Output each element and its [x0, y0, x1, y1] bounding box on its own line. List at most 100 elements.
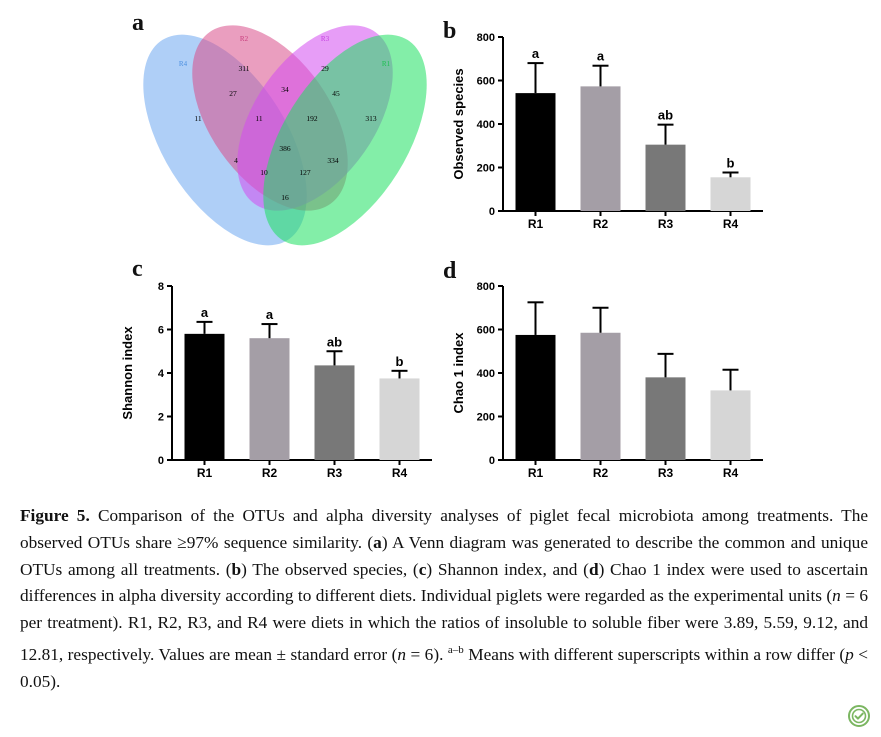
caption-text: ) Chao 1 index were used to ascertain di… [20, 559, 868, 606]
significance-label: a [201, 305, 209, 320]
y-tick-label: 600 [477, 76, 495, 88]
venn-count: 311 [239, 64, 250, 73]
bar-r1 [184, 333, 225, 460]
venn-count: 45 [332, 89, 340, 98]
venn-count: 11 [255, 114, 262, 123]
venn-set-labels: R4 R2 R3 R1 [179, 35, 391, 68]
venn-ellipse-r4 [143, 34, 307, 246]
bar-r1 [515, 93, 556, 211]
significance-label: a [266, 307, 274, 322]
venn-label-r3: R3 [321, 35, 330, 43]
y-tick-label: 400 [477, 368, 495, 380]
significance-label: ab [658, 108, 673, 123]
y-axis-title: Shannon index [120, 326, 135, 420]
venn-count: 192 [306, 114, 318, 123]
x-tick-label: R4 [723, 466, 739, 480]
caption-text: ) A Venn diagram was generated to descri… [20, 532, 868, 579]
x-tick-label: R2 [262, 466, 278, 480]
x-tick-label: R3 [327, 466, 343, 480]
venn-count: 334 [327, 156, 339, 165]
y-tick-label: 8 [158, 281, 164, 293]
significance-label: a [597, 49, 605, 64]
caption-label: Figure 5. [20, 506, 90, 525]
y-axis-title: Chao 1 index [451, 332, 466, 414]
y-tick-label: 800 [477, 32, 495, 44]
check-updates-icon[interactable] [848, 705, 870, 727]
x-tick-label: R1 [197, 466, 213, 480]
caption-panel-ref: b [231, 559, 242, 579]
x-tick-label: R4 [723, 217, 739, 231]
y-tick-label: 0 [489, 206, 495, 218]
caption-panel-ref: c [418, 559, 427, 579]
venn-count: 4 [234, 156, 238, 165]
panel-letter-b: b [443, 18, 457, 44]
caption-text: < 0.05). [20, 644, 868, 691]
venn-count: 313 [365, 114, 377, 123]
y-tick-label: 400 [477, 119, 495, 131]
bar-r4 [379, 378, 420, 460]
bar-r3 [645, 144, 686, 211]
venn-counts: 11 311 29 313 27 34 45 11 192 386 4 334 … [194, 64, 376, 202]
venn-count: 386 [279, 144, 291, 153]
venn-label-r4: R4 [179, 60, 188, 68]
caption-panel-ref: a [373, 532, 382, 552]
y-tick-label: 200 [477, 163, 495, 175]
x-tick-label: R3 [658, 217, 674, 231]
significance-label: a [532, 46, 540, 61]
venn-count: 10 [260, 168, 268, 177]
x-tick-label: R2 [593, 217, 609, 231]
caption-text: Comparison of the OTUs and alpha diversi… [20, 506, 869, 552]
x-tick-label: R3 [658, 466, 674, 480]
caption-text: = 6 per treatment). R1, R2, R3, and R4 w… [20, 586, 868, 664]
bar-r2 [580, 332, 621, 460]
significance-label: b [396, 354, 404, 369]
venn-count: 11 [194, 114, 201, 123]
venn-ellipse-r1 [263, 34, 427, 246]
bar-r3 [314, 365, 355, 460]
x-tick-label: R2 [593, 466, 609, 480]
caption-text: = 6). [405, 644, 448, 664]
caption-italic: n [832, 586, 841, 606]
caption-text: ) Shannon index, and ( [426, 559, 589, 579]
venn-ellipse-r3 [237, 25, 393, 211]
venn-count: 16 [281, 193, 289, 202]
panel-letter-c: c [132, 256, 143, 282]
caption-italic: p [845, 644, 854, 664]
y-tick-label: 2 [158, 412, 164, 424]
y-tick-label: 6 [158, 325, 164, 337]
significance-label: b [727, 156, 735, 171]
caption-text: Means with different superscripts within… [463, 644, 846, 664]
panel-letter-a: a [132, 10, 144, 36]
caption-panel-ref: d [588, 559, 599, 579]
venn-count: 127 [299, 168, 311, 177]
bar-r3 [645, 377, 686, 460]
x-tick-label: R4 [392, 466, 408, 480]
significance-label: ab [327, 334, 342, 349]
caption-superscript: a–b [447, 643, 464, 656]
bar-r4 [710, 390, 751, 460]
y-tick-label: 4 [158, 368, 165, 380]
y-tick-label: 600 [477, 325, 495, 337]
x-tick-label: R1 [528, 217, 544, 231]
venn-count: 27 [229, 89, 237, 98]
caption-italic: n [397, 644, 406, 664]
caption-text: ) The observed species, ( [241, 559, 419, 579]
y-tick-label: 200 [477, 412, 495, 424]
venn-label-r1: R1 [382, 60, 391, 68]
venn-ellipses [143, 25, 427, 246]
venn-count: 29 [321, 64, 329, 73]
venn-label-r2: R2 [240, 35, 249, 43]
bar-r2 [249, 338, 290, 460]
venn-count: 34 [281, 85, 289, 94]
y-tick-label: 0 [489, 455, 495, 467]
venn-ellipse-r2 [192, 25, 348, 211]
figure-caption: Figure 5. Comparison of the OTUs and alp… [20, 503, 868, 695]
y-tick-label: 800 [477, 281, 495, 293]
bar-r2 [580, 86, 621, 211]
panel-letter-d: d [443, 258, 457, 284]
y-tick-label: 0 [158, 455, 164, 467]
x-tick-label: R1 [528, 466, 544, 480]
bar-r1 [515, 334, 556, 460]
y-axis-title: Observed species [451, 68, 466, 179]
bar-r4 [710, 177, 751, 211]
